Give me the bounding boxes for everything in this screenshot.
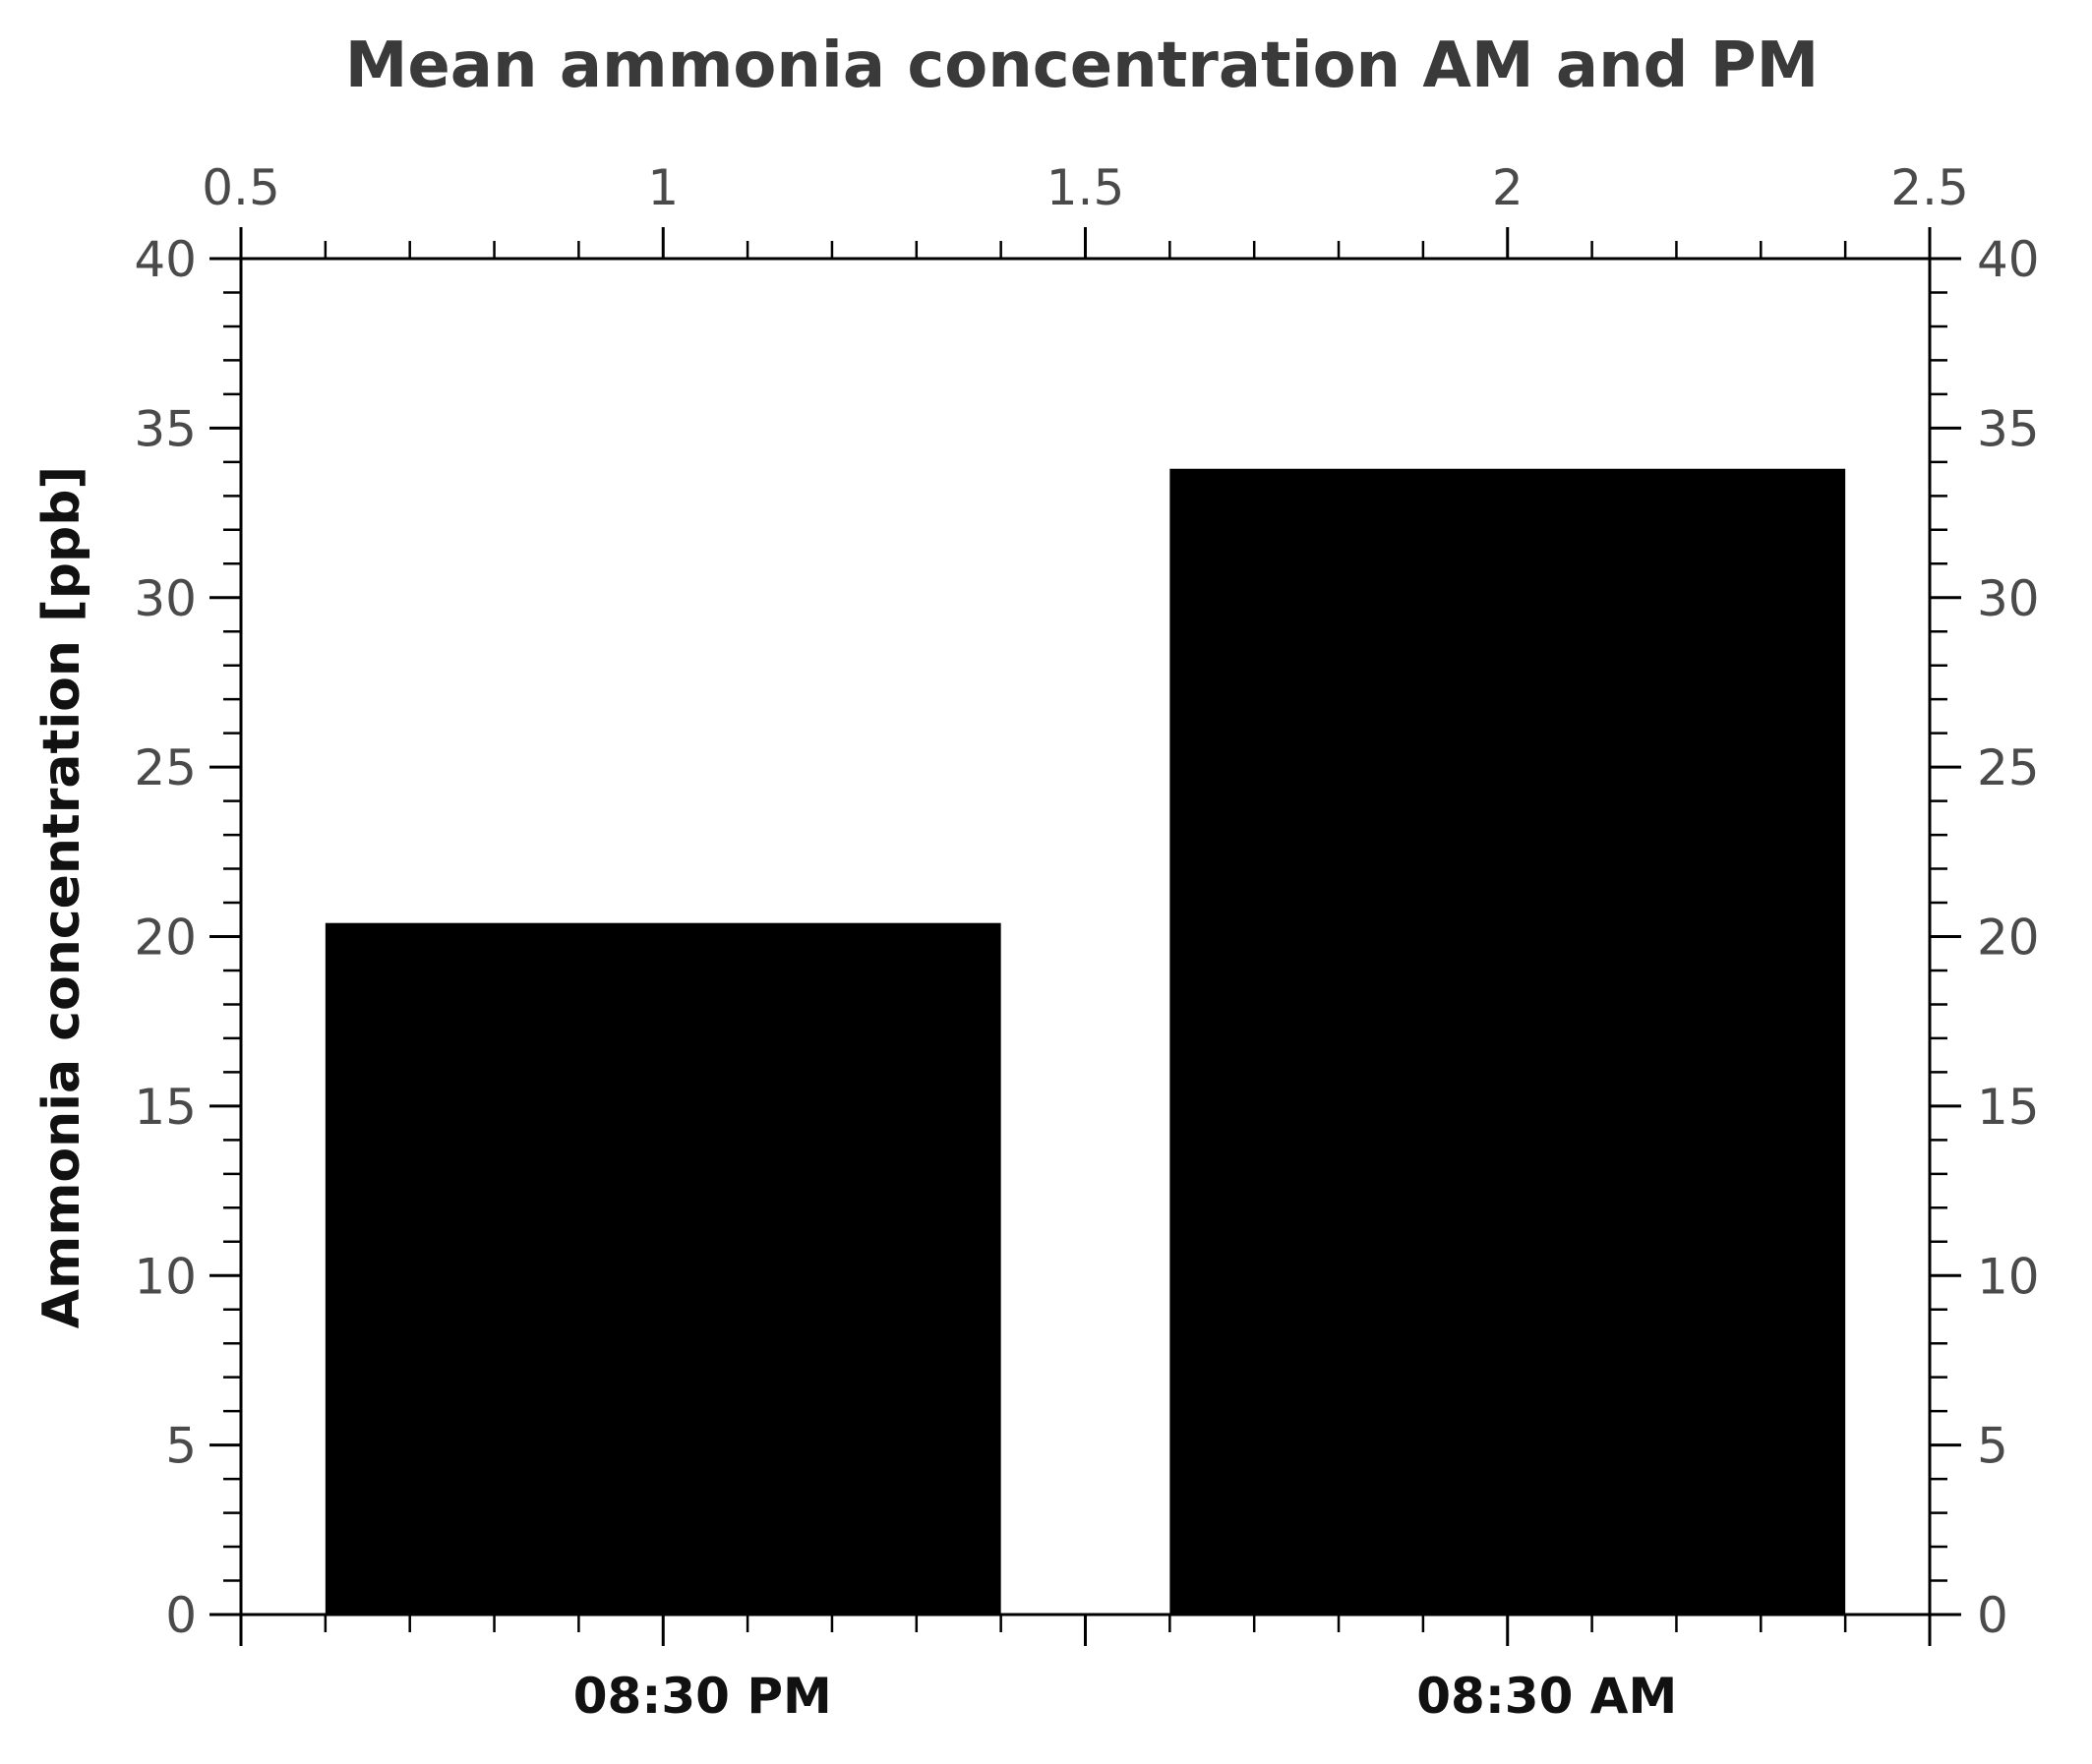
- tick-labels: 0.5 1 1.5 2 2.5 0 0 5 5 10 10 15 15 20 20 25 25 30 30 35 35 4…: [134, 159, 2039, 1644]
- ticks: [209, 227, 1961, 1646]
- y-tick-label-left: 10: [134, 1248, 197, 1305]
- bar-2: [1169, 468, 1846, 1615]
- x-tick-label-top: 1.5: [1046, 159, 1125, 216]
- y-tick-label-left: 0: [165, 1587, 197, 1644]
- category-labels: 08:30 PM 08:30 AM: [573, 1668, 1677, 1725]
- x-tick-label-top: 1: [647, 159, 679, 216]
- y-tick-label-left: 30: [134, 570, 197, 627]
- category-label: 08:30 PM: [573, 1668, 832, 1725]
- y-tick-label-right: 25: [1977, 739, 2040, 796]
- y-tick-label-right: 40: [1977, 231, 2040, 288]
- y-tick-label-left: 20: [134, 910, 197, 967]
- y-tick-label-right: 30: [1977, 570, 2040, 627]
- y-tick-label-left: 35: [134, 400, 197, 457]
- y-tick-label-left: 5: [165, 1418, 197, 1475]
- bars: [325, 468, 1846, 1615]
- y-tick-label-right: 20: [1977, 910, 2040, 967]
- y-tick-label-left: 15: [134, 1079, 197, 1136]
- chart-title: Mean ammonia concentration AM and PM: [345, 29, 1820, 102]
- y-tick-label-right: 15: [1977, 1079, 2040, 1136]
- y-tick-label-left: 40: [134, 231, 197, 288]
- x-tick-label-top: 0.5: [202, 159, 280, 216]
- category-label: 08:30 AM: [1416, 1668, 1677, 1725]
- x-tick-label-top: 2.5: [1890, 159, 1969, 216]
- y-tick-label-right: 10: [1977, 1248, 2040, 1305]
- x-tick-label-top: 2: [1492, 159, 1524, 216]
- y-tick-label-right: 35: [1977, 400, 2040, 457]
- y-tick-label-left: 25: [134, 739, 197, 796]
- bar-1: [325, 922, 1001, 1615]
- y-axis-title: Ammonia concentration [ppb]: [32, 466, 91, 1328]
- y-tick-label-right: 0: [1977, 1587, 2008, 1644]
- y-tick-label-right: 5: [1977, 1418, 2008, 1475]
